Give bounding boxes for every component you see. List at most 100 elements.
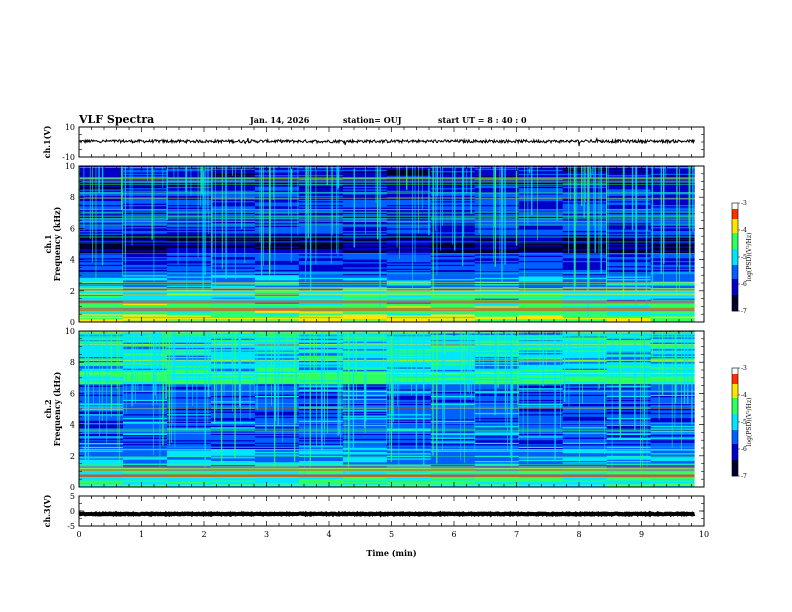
spectrogram-cell	[166, 476, 212, 479]
spectrogram-cell	[650, 457, 696, 459]
spectrogram-cell	[518, 275, 564, 277]
spectrogram-cell	[606, 184, 652, 186]
spectrogram-cell	[474, 451, 520, 454]
spectrogram-cell	[562, 254, 608, 257]
spectrogram-cell	[386, 349, 432, 351]
spectrogram-cell	[210, 371, 256, 373]
spectrogram-cell	[210, 296, 256, 298]
spectrogram-cell	[298, 312, 344, 315]
spectrogram-cell	[430, 316, 476, 319]
spectrogram-cell	[254, 393, 300, 396]
spectrogram-cell	[386, 357, 432, 359]
spectrogram-cell	[518, 381, 564, 384]
spectrogram-cell	[518, 267, 564, 270]
spectrogram-cell	[342, 296, 388, 298]
spectrogram-cell	[606, 306, 652, 309]
spectrogram-cell	[430, 255, 476, 258]
spectrogram-cell	[386, 457, 432, 459]
spectrogram-cell	[606, 245, 652, 247]
spectrogram-cell	[386, 171, 432, 173]
spectrogram-cell	[79, 186, 124, 189]
spectrogram-cell	[298, 319, 344, 322]
spectrogram-cell	[122, 206, 168, 208]
spectrogram-cell	[430, 390, 476, 393]
spectrogram-cell	[606, 303, 652, 306]
spectrogram-cell	[122, 320, 168, 322]
spectrogram-cell	[210, 396, 256, 398]
spectrogram-cell	[122, 219, 168, 221]
spectrogram-cell	[606, 418, 652, 420]
spectrogram-cell	[518, 458, 564, 461]
spectrogram-cell	[298, 351, 344, 354]
spectrogram-cell	[210, 472, 256, 475]
spectrogram-cell	[518, 201, 564, 203]
spectrogram-cell	[650, 267, 696, 270]
spectrogram-cell	[122, 396, 168, 398]
spectrogram-cell	[166, 228, 212, 231]
spectrogram-cell	[474, 171, 520, 173]
spectrogram-cell	[474, 186, 520, 189]
spectrogram-cell	[650, 245, 696, 247]
spectrogram-cell	[606, 334, 652, 337]
spectrogram-cell	[122, 461, 168, 463]
spectrogram-cell	[79, 392, 124, 394]
spectrogram-cell	[606, 457, 652, 459]
spectrogram-cell	[210, 257, 256, 259]
spectrogram-cell	[298, 418, 344, 420]
spectrogram-cell	[562, 377, 608, 380]
spectrogram-cell	[386, 194, 432, 197]
spectrogram-cell	[122, 437, 168, 440]
spectrogram-cell	[166, 268, 212, 271]
spectrogram-cell	[474, 205, 520, 207]
spectrogram-cell	[79, 409, 124, 411]
spectrogram-cell	[650, 314, 696, 316]
spectrogram-cell	[342, 234, 388, 237]
spectrogram-cell	[342, 481, 388, 484]
spectrogram-cell	[562, 244, 608, 246]
spectrogram-cell	[474, 476, 520, 479]
spectrogram-cell	[430, 368, 476, 371]
spectrogram-cell	[254, 294, 300, 297]
spectrogram-cell	[342, 223, 388, 225]
spectrogram-cell	[166, 237, 212, 240]
spectrogram-cell	[210, 271, 256, 273]
spectrogram-cell	[79, 425, 124, 428]
spectrogram-cell	[474, 244, 520, 246]
spectrogram-cell	[122, 477, 168, 480]
spectrogram-cell	[386, 458, 432, 461]
spectrogram-cell	[474, 207, 520, 210]
spectrogram-cell	[254, 422, 300, 424]
spectrogram-cell	[166, 435, 212, 437]
spectrogram-cell	[562, 296, 608, 298]
spectrogram-cell	[342, 166, 388, 168]
spectrogram-cell	[474, 167, 520, 169]
spectrogram-cell	[386, 438, 432, 441]
spectrogram-cell	[562, 258, 608, 260]
spectrogram-cell	[606, 375, 652, 377]
spectrogram-cell	[562, 212, 608, 215]
spectrogram-cell	[254, 231, 300, 233]
spectrogram-cell	[650, 316, 696, 319]
spectrogram-cell	[122, 345, 168, 347]
spectrogram-cell	[474, 214, 520, 216]
station-label: station= OUJ	[343, 115, 402, 125]
spectrogram-cell	[122, 485, 168, 487]
spectrogram-cell	[166, 285, 212, 288]
spectrogram-cell	[210, 250, 256, 253]
spectrogram-cell	[562, 194, 608, 197]
spectrogram-cell	[650, 442, 696, 445]
spectrogram-cell	[79, 429, 124, 432]
spectrogram-cell	[606, 345, 652, 347]
spectrogram-cell	[254, 202, 300, 205]
colorbar-segment	[732, 223, 738, 226]
spectrogram-cell	[79, 385, 124, 388]
spectrogram-cell	[650, 285, 696, 288]
spectrogram-cell	[254, 412, 300, 415]
spectrogram-cell	[518, 212, 564, 215]
spectrogram-cell	[210, 423, 256, 425]
spectrogram-cell	[122, 262, 168, 264]
spectrogram-cell	[254, 479, 300, 481]
spectrogram-cell	[166, 263, 212, 266]
colorbar-segment	[732, 289, 738, 292]
spectrogram-cell	[518, 193, 564, 195]
